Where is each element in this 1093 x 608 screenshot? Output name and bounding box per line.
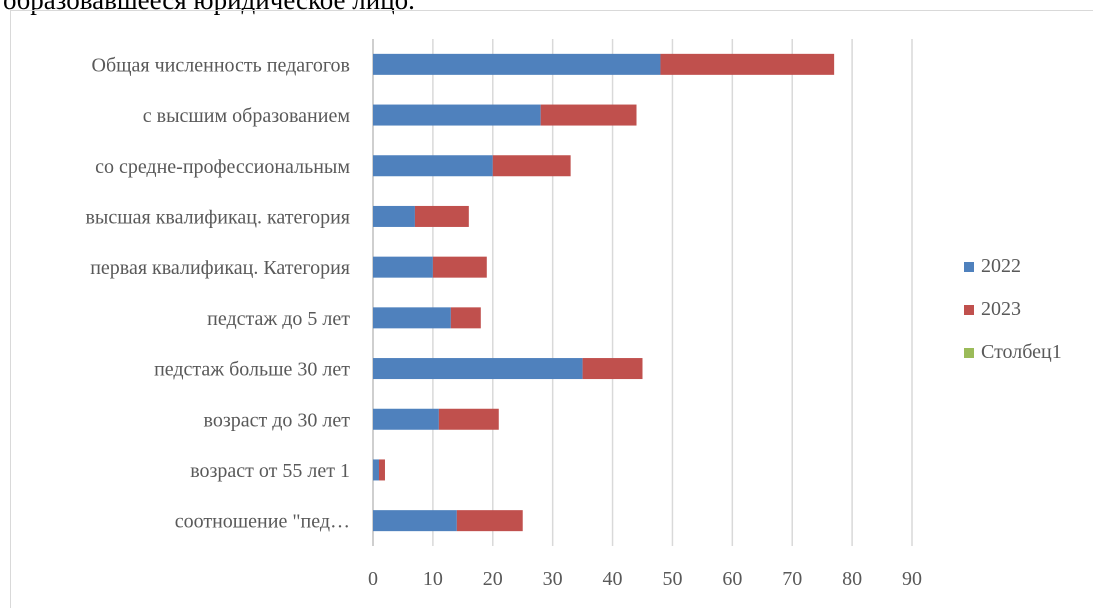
bar-2022-6 [373, 358, 583, 380]
category-label: со средне-профессиональным [95, 156, 350, 178]
bar-2023-3 [414, 205, 469, 227]
x-tick-label: 90 [902, 568, 922, 590]
legend-entry: 2022 [981, 255, 1021, 277]
category-label: Общая численность педагогов [92, 54, 350, 76]
bar-2023-8 [378, 459, 385, 481]
bar-2023-7 [438, 408, 499, 430]
bar-2023-1 [540, 104, 637, 126]
x-tick-label: 70 [782, 568, 802, 590]
bar-2022-2 [373, 155, 493, 177]
x-tick-label: 60 [722, 568, 742, 590]
legend-entry: 2023 [981, 298, 1021, 320]
category-label: педстаж больше 30 лет [154, 359, 350, 381]
x-tick-label: 20 [483, 568, 503, 590]
category-label: первая квалификац. Категория [90, 257, 350, 279]
bar-2023-0 [660, 53, 835, 75]
legend-swatch [964, 262, 974, 272]
bar-2022-8 [373, 459, 379, 481]
legend-swatch [964, 305, 974, 315]
category-label: с высшим образованием [143, 105, 351, 127]
x-tick-label: 0 [368, 568, 378, 590]
legend-entry: Столбец1 [981, 341, 1062, 363]
bar-2022-1 [373, 104, 541, 126]
category-label: высшая квалификац. категория [85, 206, 350, 228]
bars [373, 53, 835, 532]
category-label: возраст до 30 лет [204, 409, 351, 431]
chart-frame [10, 10, 1093, 608]
bar-2022-3 [373, 205, 415, 227]
bar-2022-0 [373, 53, 661, 75]
bar-2023-5 [450, 307, 481, 329]
legend: 2022 2023 Столбец1 [964, 255, 1062, 363]
category-label: соотношение "пед… [175, 511, 350, 533]
x-tick-label: 50 [662, 568, 682, 590]
category-label: возраст от 55 лет 1 [190, 460, 350, 482]
bar-2022-9 [373, 510, 457, 532]
bar-2022-7 [373, 408, 439, 430]
bar-2023-6 [582, 358, 643, 380]
page-heading: образовавшееся юридическое лицо. [3, 0, 415, 15]
x-tick-label: 80 [842, 568, 862, 590]
bar-2022-4 [373, 256, 433, 278]
category-labels: Общая численность педагогов с высшим обра… [85, 54, 350, 532]
bar-2022-5 [373, 307, 451, 329]
bar-2023-9 [456, 510, 523, 532]
category-label: педстаж до 5 лет [207, 308, 350, 330]
bar-2023-4 [432, 256, 487, 278]
x-tick-label: 10 [423, 568, 443, 590]
tick-labels: 0 10 20 30 40 50 60 70 80 90 [368, 568, 922, 590]
legend-swatch [964, 348, 974, 358]
bar-2023-2 [492, 155, 571, 177]
x-tick-label: 40 [603, 568, 623, 590]
x-tick-label: 30 [543, 568, 563, 590]
